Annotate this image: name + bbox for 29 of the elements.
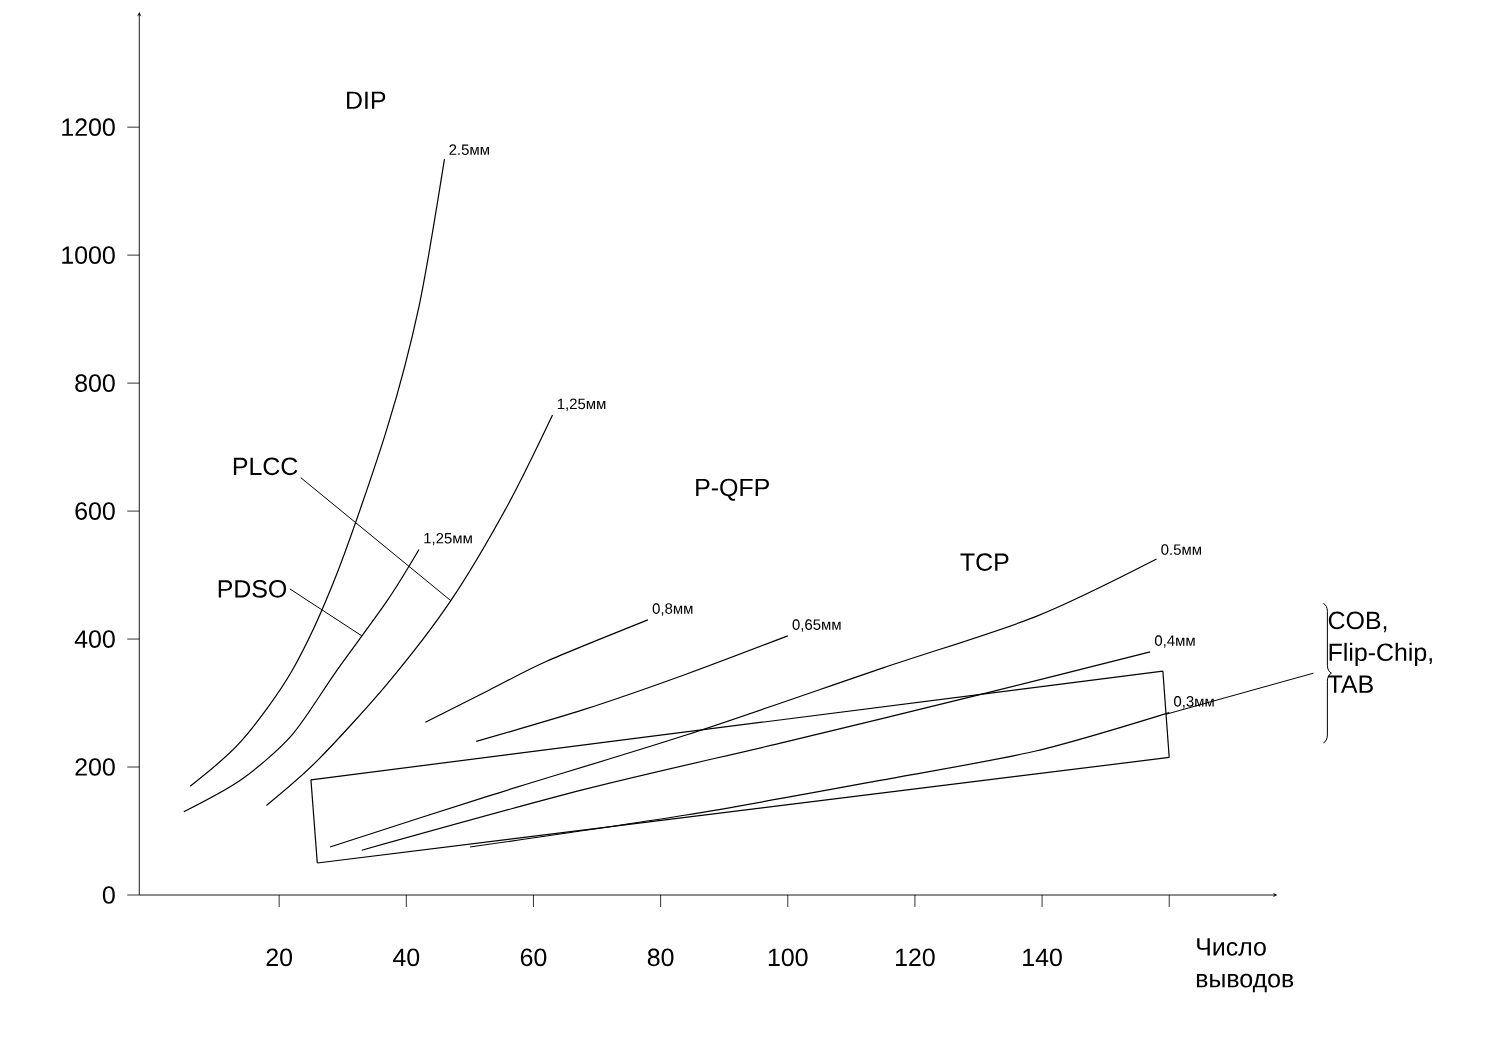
x-tick-label: 20 xyxy=(266,948,293,967)
series-label: 0,8мм xyxy=(652,603,693,616)
x-tick-label: 40 xyxy=(393,948,420,967)
y-tick-label: 1200 xyxy=(62,118,115,136)
x-tick-label: 100 xyxy=(768,948,808,967)
y-tick-label: 400 xyxy=(74,630,115,648)
y-tick-label: 1000 xyxy=(62,246,115,264)
y-tick-label: 600 xyxy=(75,502,115,520)
y-tick-label: 200 xyxy=(75,758,115,776)
y-tick-label: 0 xyxy=(102,886,115,904)
x-axis-title: Число выводов xyxy=(1196,938,1294,993)
series-label: 0,4мм xyxy=(1154,635,1195,648)
series-label: 0.5мм xyxy=(1161,544,1201,555)
annotation: PLCC xyxy=(233,457,298,476)
series-label: 0,65мм xyxy=(792,619,841,632)
annotation: COB, Flip-Chip, TAB xyxy=(1328,611,1432,693)
annotation: PDSO xyxy=(218,580,287,598)
series-label: 1,25мм xyxy=(557,398,606,411)
series-label: 0,3мм xyxy=(1174,696,1214,709)
x-tick-label: 140 xyxy=(1023,948,1062,967)
annotation: P-QFP xyxy=(696,478,769,501)
series-label: 1,25мм xyxy=(424,532,472,546)
series-label: 2.5мм xyxy=(449,144,489,155)
y-tick-label: 800 xyxy=(75,374,115,392)
x-tick-label: 80 xyxy=(647,948,674,967)
annotation: TCP xyxy=(960,553,1009,571)
x-tick-label: 60 xyxy=(520,948,547,967)
x-tick-label: 120 xyxy=(896,948,935,967)
annotation: DIP xyxy=(347,91,386,109)
